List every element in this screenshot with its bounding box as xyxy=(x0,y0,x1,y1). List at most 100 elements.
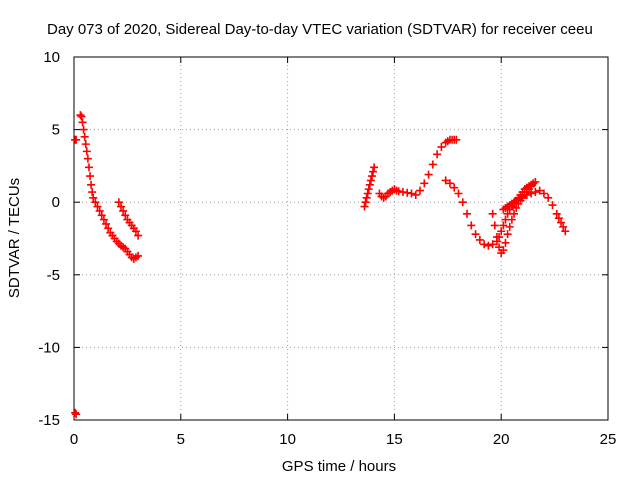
y-tick-label: -5 xyxy=(47,267,60,284)
series-arc-1 xyxy=(71,111,143,263)
x-tick-label: 10 xyxy=(279,431,296,448)
data-point xyxy=(89,193,98,202)
data-point xyxy=(507,215,516,224)
series-arc-4 xyxy=(360,163,379,211)
series-arc-2 xyxy=(114,198,143,240)
data-point xyxy=(495,243,504,252)
data-point xyxy=(82,147,91,156)
x-axis-label: GPS time / hours xyxy=(282,458,396,475)
data-point xyxy=(79,125,88,134)
x-tick-label: 0 xyxy=(70,431,78,448)
data-point xyxy=(510,209,519,218)
data-point xyxy=(83,154,92,163)
data-point xyxy=(360,202,369,211)
data-point xyxy=(416,186,425,195)
data-point xyxy=(544,193,553,202)
data-point xyxy=(364,185,373,194)
series-arc-5 xyxy=(375,135,461,202)
y-axis-label: SDTVAR / TECUs xyxy=(6,178,23,298)
data-point xyxy=(492,233,501,242)
data-point xyxy=(559,222,568,231)
x-tick-label: 25 xyxy=(600,431,617,448)
data-point xyxy=(72,135,81,144)
data-point xyxy=(119,206,128,215)
y-tick-label: 0 xyxy=(52,194,60,211)
data-point xyxy=(411,190,420,199)
data-point xyxy=(527,189,536,198)
data-point xyxy=(467,221,476,230)
x-tick-label: 20 xyxy=(493,431,510,448)
data-point xyxy=(535,186,544,195)
data-point xyxy=(454,189,463,198)
data-point xyxy=(104,224,113,233)
data-point xyxy=(552,209,561,218)
data-point xyxy=(91,198,100,207)
data-point xyxy=(78,118,87,127)
x-tick-label: 15 xyxy=(386,431,403,448)
data-point xyxy=(95,206,104,215)
y-tick-label: -10 xyxy=(38,339,60,356)
data-point xyxy=(420,179,429,188)
data-point xyxy=(499,246,508,255)
data-point xyxy=(475,235,484,244)
data-point xyxy=(134,231,143,240)
data-point xyxy=(87,180,96,189)
series-arc-8 xyxy=(499,186,570,236)
data-point xyxy=(76,111,85,120)
data-point xyxy=(131,227,140,236)
data-point xyxy=(539,189,548,198)
data-point xyxy=(369,167,378,176)
data-point xyxy=(86,172,95,181)
data-points xyxy=(71,111,570,419)
x-tick-label: 5 xyxy=(177,431,185,448)
data-point xyxy=(458,198,467,207)
data-point xyxy=(99,215,108,224)
data-point xyxy=(512,204,521,213)
data-point xyxy=(437,143,446,152)
data-point xyxy=(433,150,442,159)
data-point xyxy=(488,209,497,218)
data-point xyxy=(424,170,433,179)
data-point xyxy=(497,227,506,236)
data-point xyxy=(505,222,514,231)
data-point xyxy=(362,193,371,202)
data-point xyxy=(97,211,106,220)
plot-border xyxy=(73,56,609,421)
data-point xyxy=(480,240,489,249)
data-point xyxy=(365,180,374,189)
x-tick-labels: 0 5 10 15 20 25 xyxy=(70,431,617,448)
data-point xyxy=(361,198,370,207)
y-tick-labels: -15 -10 -5 0 5 10 xyxy=(38,49,60,429)
data-point xyxy=(531,188,540,197)
series-arc-3 xyxy=(71,408,81,419)
data-point xyxy=(531,177,540,186)
data-point xyxy=(488,240,497,249)
data-point xyxy=(370,163,379,172)
data-point xyxy=(561,227,570,236)
data-point xyxy=(471,230,480,239)
data-point xyxy=(121,211,130,220)
data-point xyxy=(366,176,375,185)
data-point xyxy=(522,190,531,199)
data-point xyxy=(93,202,102,211)
chart-title: Day 073 of 2020, Sidereal Day-to-day VTE… xyxy=(47,21,593,38)
data-point xyxy=(116,202,125,211)
data-point xyxy=(72,410,81,419)
axis-ticks xyxy=(73,56,609,421)
data-point xyxy=(114,198,123,207)
data-point xyxy=(441,176,450,185)
data-point xyxy=(80,132,89,141)
data-point xyxy=(81,140,90,149)
y-tick-label: 5 xyxy=(52,122,60,139)
data-point xyxy=(445,179,454,188)
grid-lines xyxy=(74,57,608,420)
data-point xyxy=(503,230,512,239)
data-point xyxy=(363,189,372,198)
data-point xyxy=(484,241,493,250)
y-tick-label: -15 xyxy=(38,412,60,429)
data-point xyxy=(501,238,510,247)
data-point xyxy=(367,172,376,181)
data-point xyxy=(452,135,461,144)
data-point xyxy=(450,183,459,192)
